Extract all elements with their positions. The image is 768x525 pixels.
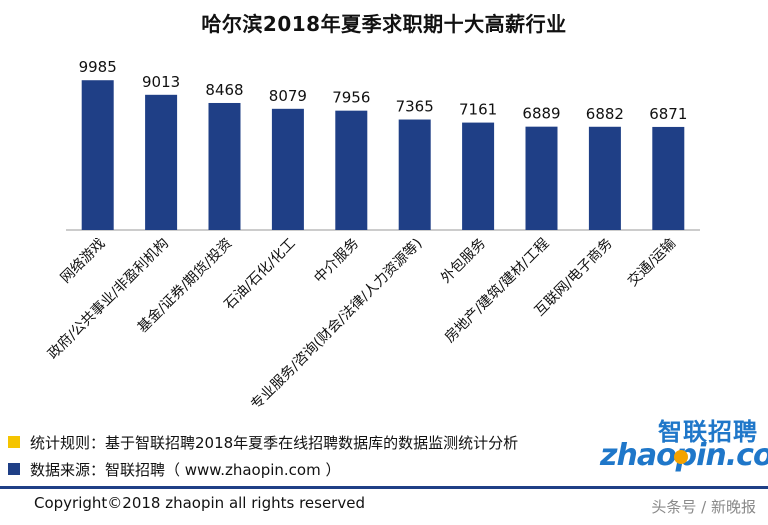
logo-chinese-text: 智联招聘 xyxy=(658,418,758,446)
bar-3 xyxy=(208,102,241,230)
bar-5 xyxy=(335,110,368,230)
footer-divider xyxy=(0,486,768,489)
logo-dot-icon xyxy=(674,450,688,464)
legend-item-source: 数据来源：智联招聘（ www.zhaopin.com ） xyxy=(8,459,340,479)
data-label-6: 7365 xyxy=(396,98,434,116)
bar-1 xyxy=(81,80,114,230)
data-label-9: 6882 xyxy=(586,105,624,123)
data-label-8: 6889 xyxy=(522,105,560,123)
data-label-5: 7956 xyxy=(332,89,370,107)
bar-8 xyxy=(525,126,558,230)
data-label-10: 6871 xyxy=(649,105,687,123)
x-tick-label-1: 网络游戏 xyxy=(58,236,109,287)
data-label-2: 9013 xyxy=(142,73,180,91)
zhaopin-logo: 智联招聘 zhaopin.com xyxy=(600,412,768,474)
data-label-1: 9985 xyxy=(79,58,117,76)
bar-10 xyxy=(652,126,685,230)
chart-title: 哈尔滨2018年夏季求职期十大高薪行业 xyxy=(201,12,567,36)
copyright-text: Copyright©2018 zhaopin all rights reserv… xyxy=(34,494,365,512)
legend-swatch-yellow xyxy=(8,436,20,448)
x-tick-label-2: 政府/公共事业/非盈利机构 xyxy=(45,236,172,363)
data-label-7: 7161 xyxy=(459,101,497,119)
data-label-3: 8468 xyxy=(205,81,243,99)
bar-chart: 9985网络游戏9013政府/公共事业/非盈利机构8468基金/证券/期货/投资… xyxy=(45,58,700,413)
legend-item-rule: 统计规则：基于智联招聘2018年夏季在线招聘数据库的数据监测统计分析 xyxy=(8,432,518,452)
bar-2 xyxy=(145,94,178,231)
bar-9 xyxy=(588,126,621,230)
bar-7 xyxy=(462,122,495,230)
x-tick-label-5: 中介服务 xyxy=(311,236,362,287)
watermark-text: 头条号 / 新晚报 xyxy=(651,498,756,516)
legend-text-source: 数据来源：智联招聘（ www.zhaopin.com ） xyxy=(30,460,341,479)
data-label-4: 8079 xyxy=(269,87,307,105)
x-tick-label-7: 外包服务 xyxy=(438,236,489,287)
x-tick-label-8: 房地产/建筑/建材/工程 xyxy=(442,236,552,346)
legend-swatch-blue xyxy=(8,463,20,475)
bar-6 xyxy=(398,119,431,230)
bar-4 xyxy=(271,108,304,230)
legend-text-rule: 统计规则：基于智联招聘2018年夏季在线招聘数据库的数据监测统计分析 xyxy=(30,433,519,452)
x-tick-label-10: 交通/运输 xyxy=(624,235,679,290)
